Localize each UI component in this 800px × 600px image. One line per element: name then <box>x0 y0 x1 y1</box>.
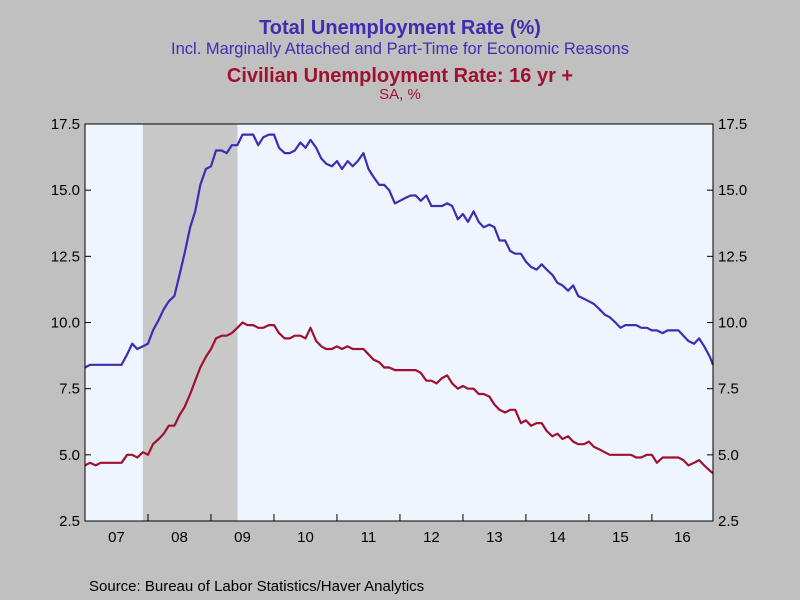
source-note: Source: Bureau of Labor Statistics/Haver… <box>89 578 425 595</box>
chart-title: Total Unemployment Rate (%) <box>259 17 541 39</box>
x-tick-label: 13 <box>486 529 503 546</box>
y-tick-label-right: 7.5 <box>718 381 739 398</box>
x-tick-label: 12 <box>423 529 440 546</box>
y-tick-label-right: 12.5 <box>718 248 747 265</box>
x-tick-label: 11 <box>361 529 377 546</box>
y-tick-label-left: 17.5 <box>51 116 80 133</box>
x-tick-label: 16 <box>674 529 691 546</box>
x-tick-label: 10 <box>297 529 314 546</box>
y-tick-label-left: 10.0 <box>51 315 80 332</box>
x-tick-label: 15 <box>612 529 629 546</box>
x-tick-label: 14 <box>549 529 566 546</box>
y-tick-label-left: 12.5 <box>51 248 80 265</box>
recession-shading <box>142 124 238 521</box>
chart-title-secondary: Civilian Unemployment Rate: 16 yr + <box>226 65 574 87</box>
y-tick-label-right: 15.0 <box>718 182 747 199</box>
x-tick-label: 07 <box>108 529 125 546</box>
y-tick-label-right: 5.0 <box>718 447 739 464</box>
y-tick-label-right: 17.5 <box>718 116 747 133</box>
y-tick-label-left: 5.0 <box>59 447 80 464</box>
x-tick-label: 09 <box>234 529 251 546</box>
y-tick-label-right: 2.5 <box>718 513 739 530</box>
series-layer <box>84 133 715 475</box>
y-tick-label-right: 10.0 <box>718 315 747 332</box>
axes: 2.5 2.5 5.0 5.0 7.5 7.5 10.0 10.0 12.5 12.5 15.0 15… <box>51 116 747 546</box>
series-line-2 <box>84 321 714 475</box>
y-tick-label-left: 15.0 <box>51 182 80 199</box>
x-tick-label: 08 <box>171 529 188 546</box>
chart-subtitle: Incl. Marginally Attached and Part-Time … <box>171 40 629 58</box>
series-line-1 <box>84 133 715 369</box>
chart-units: SA, % <box>379 86 421 103</box>
y-tick-label-left: 2.5 <box>59 513 80 530</box>
y-tick-label-left: 7.5 <box>59 381 80 398</box>
